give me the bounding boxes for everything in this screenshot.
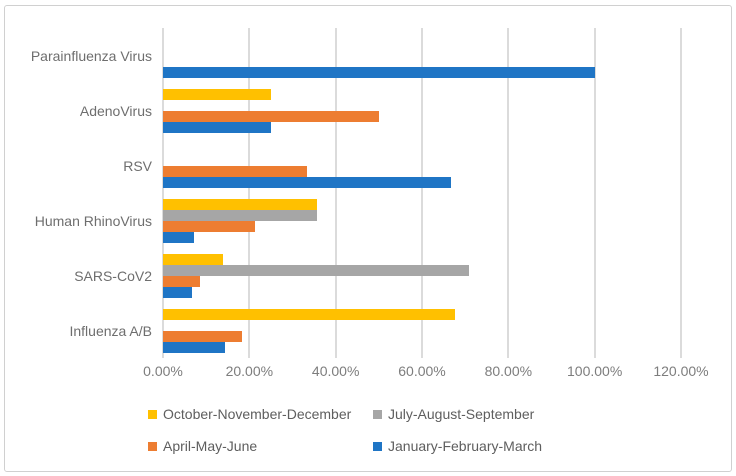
bar-human-rhinovirus-s1 — [163, 209, 318, 221]
bar-rsv-s2 — [163, 165, 307, 177]
gridline — [593, 28, 596, 358]
y-axis-category-label: Influenza A/B — [69, 322, 152, 339]
bar-sars-cov2-s3 — [163, 286, 193, 298]
bar-sars-cov2-s0 — [163, 253, 223, 265]
bar-influenza-a-b-s2 — [163, 330, 243, 342]
x-axis-tick-label: 80.00% — [484, 363, 533, 379]
legend-color-swatch — [373, 409, 382, 419]
bar-adenovirus-s2 — [163, 110, 379, 122]
gridline — [162, 28, 164, 358]
bar-influenza-a-b-s3 — [163, 341, 225, 353]
x-axis-tick-label: 20.00% — [225, 363, 274, 379]
bar-sars-cov2-s2 — [163, 275, 200, 287]
bar-influenza-a-b-s0 — [163, 308, 455, 320]
legend-color-swatch — [148, 441, 157, 451]
gridline — [507, 28, 510, 358]
gridline — [421, 28, 423, 358]
y-axis-category-label: SARS-CoV2 — [74, 267, 152, 284]
y-axis-category-label: AdenoVirus — [79, 102, 152, 119]
bar-sars-cov2-s1 — [163, 264, 469, 276]
x-axis-tick-label: 120.00% — [653, 363, 709, 379]
legend-item-april-may-june: April-May-June — [148, 438, 257, 454]
figure-border — [4, 5, 732, 472]
x-axis-tick-label: 100.00% — [567, 363, 623, 379]
legend-color-swatch — [148, 409, 157, 419]
legend-item-july-august-september: July-August-September — [373, 406, 534, 422]
legend-label: April-May-June — [163, 438, 258, 454]
gridline — [680, 28, 682, 358]
x-axis-tick-label: 40.00% — [311, 363, 360, 379]
y-axis-category-label: Parainfluenza Virus — [30, 47, 152, 64]
y-axis-category-label: Human RhinoVirus — [34, 212, 152, 229]
bar-adenovirus-s3 — [163, 121, 271, 133]
gridline — [334, 28, 337, 358]
bar-human-rhinovirus-s3 — [163, 231, 194, 243]
legend-label: January-February-March — [388, 438, 543, 454]
legend-item-january-february-march: January-February-March — [373, 438, 542, 454]
bar-rsv-s3 — [163, 176, 451, 188]
legend-label: July-August-September — [388, 406, 535, 422]
gridline — [248, 28, 251, 358]
bar-parainfluenza-virus-s3 — [163, 66, 595, 78]
legend-label: October-November-December — [163, 406, 352, 422]
legend-item-october-november-december: October-November-December — [148, 406, 351, 422]
x-axis-tick-label: 0.00% — [143, 363, 183, 379]
x-axis-tick-label: 60.00% — [398, 363, 446, 379]
bar-human-rhinovirus-s0 — [163, 198, 318, 210]
bar-adenovirus-s0 — [163, 88, 271, 100]
y-axis-category-label: RSV — [123, 157, 152, 174]
legend-color-swatch — [373, 441, 382, 451]
bar-human-rhinovirus-s2 — [163, 220, 256, 232]
